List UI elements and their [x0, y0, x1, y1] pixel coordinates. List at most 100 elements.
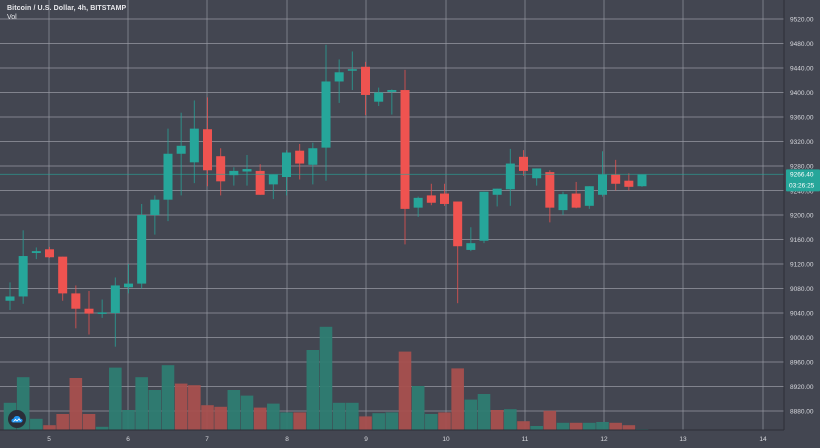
candle[interactable]: [268, 174, 278, 200]
last-price-value: 9266.40: [790, 171, 814, 178]
candle[interactable]: [31, 247, 41, 260]
candle[interactable]: [505, 148, 515, 206]
price-tick-label: 9440.00: [790, 65, 814, 72]
candle[interactable]: [611, 159, 621, 191]
candle[interactable]: [255, 164, 265, 195]
volume-bar: [227, 390, 241, 430]
candle[interactable]: [426, 183, 436, 206]
candle[interactable]: [413, 196, 423, 217]
candle[interactable]: [229, 167, 239, 186]
price-tick-label: 8920.00: [790, 384, 814, 391]
price-tick-label: 9320.00: [790, 139, 814, 146]
candle[interactable]: [18, 230, 28, 304]
candle[interactable]: [137, 203, 147, 289]
time-tick-label: 6: [126, 436, 130, 443]
price-tick-label: 9360.00: [790, 114, 814, 121]
candle[interactable]: [203, 97, 212, 187]
candle[interactable]: [479, 191, 489, 244]
time-tick-label: 14: [759, 436, 767, 443]
candle[interactable]: [361, 61, 370, 116]
candle[interactable]: [5, 282, 15, 310]
price-tick-label: 9400.00: [790, 90, 814, 97]
candle[interactable]: [492, 188, 502, 207]
price-axis-bg[interactable]: [784, 0, 820, 430]
candle[interactable]: [45, 246, 54, 258]
volume-bar: [543, 410, 557, 430]
cloud-logo-icon[interactable]: [8, 410, 26, 428]
time-axis-bg[interactable]: [0, 430, 820, 448]
volume-bar: [622, 425, 636, 430]
candle[interactable]: [584, 186, 594, 209]
candlesticks: [5, 44, 647, 347]
candle[interactable]: [84, 290, 94, 335]
candle[interactable]: [453, 201, 463, 304]
volume-bar: [122, 410, 135, 430]
price-tick-label: 9240.00: [790, 189, 814, 196]
candle[interactable]: [334, 59, 344, 103]
volume-bar: [30, 418, 43, 430]
time-tick-label: 11: [522, 436, 529, 443]
candle[interactable]: [308, 142, 318, 185]
volume-bars: [3, 326, 649, 430]
candle[interactable]: [532, 168, 542, 186]
volume-bar: [253, 407, 267, 430]
volume-bar: [293, 412, 306, 430]
price-tick-label: 9200.00: [790, 212, 814, 219]
price-tick-label: 9120.00: [790, 261, 814, 268]
price-tick-label: 9040.00: [790, 310, 814, 317]
candle[interactable]: [571, 181, 581, 209]
candle[interactable]: [295, 143, 305, 180]
candle[interactable]: [558, 191, 568, 215]
candle[interactable]: [189, 100, 199, 184]
candle[interactable]: [440, 183, 449, 206]
candle[interactable]: [282, 150, 291, 196]
volume-bar: [201, 405, 214, 430]
candle[interactable]: [97, 299, 107, 318]
price-tick-label: 9480.00: [790, 41, 814, 48]
candle[interactable]: [519, 150, 528, 176]
candle[interactable]: [216, 148, 226, 196]
volume-bar: [504, 409, 517, 430]
price-tick-label: 8880.00: [790, 408, 814, 415]
candle[interactable]: [58, 256, 68, 301]
candle[interactable]: [387, 89, 397, 115]
candle[interactable]: [624, 173, 634, 191]
volume-bar: [240, 395, 254, 430]
price-tick-label: 9000.00: [790, 335, 814, 342]
candle[interactable]: [150, 195, 160, 235]
price-tick-label: 8960.00: [790, 359, 814, 366]
volume-bar: [161, 365, 175, 430]
candle[interactable]: [347, 51, 357, 91]
candle[interactable]: [374, 87, 384, 106]
candle[interactable]: [124, 264, 133, 294]
volume-bar: [214, 406, 227, 430]
candle[interactable]: [321, 44, 331, 181]
volume-bar: [583, 422, 596, 430]
volume-bar: [332, 402, 346, 430]
volume-bar: [280, 412, 293, 430]
bar-countdown: 03:26:25: [789, 182, 815, 189]
price-tick-label: 9080.00: [790, 286, 814, 293]
volume-bar: [530, 426, 543, 430]
candle[interactable]: [400, 69, 410, 245]
volume-bar: [609, 422, 622, 430]
volume-bar: [425, 414, 438, 430]
volume-bar: [267, 403, 280, 430]
candle[interactable]: [637, 174, 647, 187]
candle[interactable]: [163, 128, 173, 222]
volume-bar: [109, 367, 122, 430]
candle[interactable]: [466, 227, 476, 252]
volume-bar: [464, 399, 478, 430]
volume-bar: [359, 416, 372, 430]
candle[interactable]: [110, 277, 120, 347]
volume-bar: [95, 426, 109, 430]
volume-bar: [411, 386, 425, 430]
symbol-title: Bitcoin / U.S. Dollar, 4h, BITSTAMP: [7, 5, 127, 12]
candle[interactable]: [176, 112, 186, 196]
volume-bar: [56, 414, 69, 430]
volume-bar: [306, 350, 320, 430]
candle[interactable]: [242, 154, 252, 186]
candle[interactable]: [545, 170, 555, 223]
candle[interactable]: [71, 285, 81, 329]
